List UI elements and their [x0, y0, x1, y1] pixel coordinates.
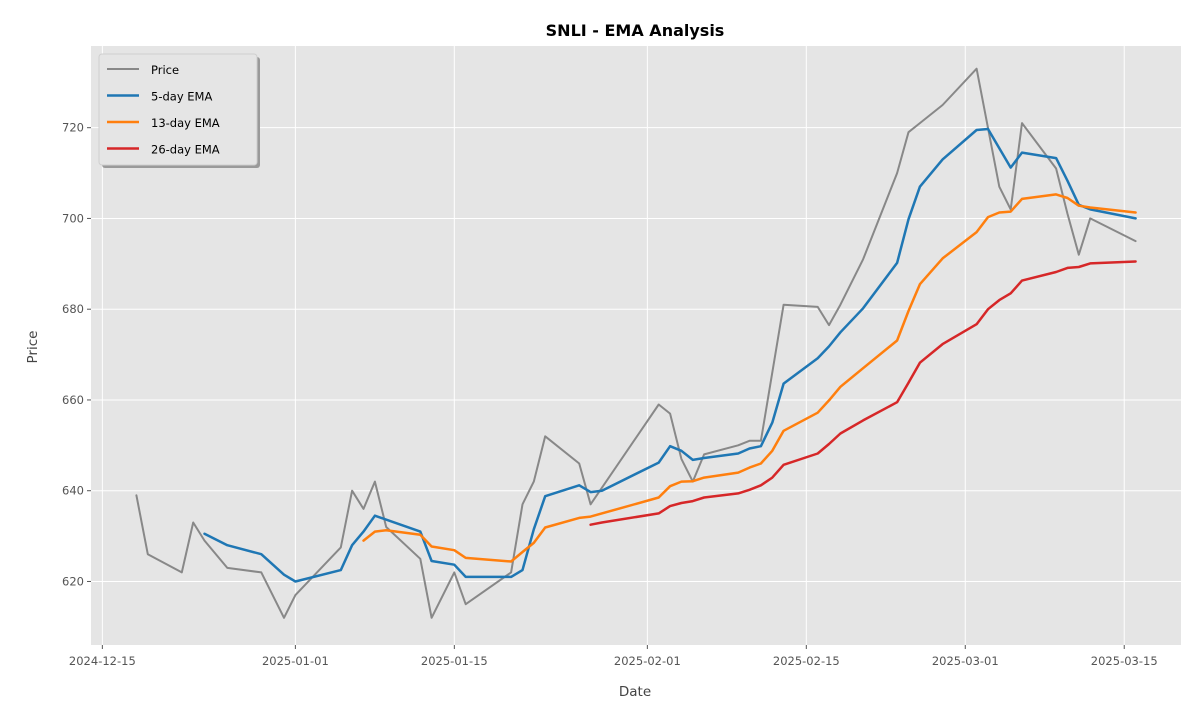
y-tick-label: 680	[62, 302, 84, 316]
grid-lines	[91, 46, 1181, 645]
series-line-26-day-ema	[589, 260, 1137, 526]
x-tick-label: 2025-02-01	[614, 654, 681, 668]
y-tick-label: 640	[62, 484, 84, 498]
legend-box	[98, 53, 258, 166]
series-lines	[135, 67, 1137, 619]
legend-label: 5-day EMA	[151, 90, 212, 104]
legend-label: Price	[151, 63, 179, 77]
legend-label: 26-day EMA	[151, 143, 220, 157]
series-line-price	[135, 67, 1137, 619]
x-axis-ticks: 2024-12-15 2025-01-01 2025-01-15 2025-02-01…	[69, 645, 1158, 668]
legend: Price 5-day EMA 13-day EMA 26-day EMA	[98, 53, 260, 168]
x-tick-label: 2025-01-15	[421, 654, 488, 668]
x-tick-label: 2025-01-01	[262, 654, 329, 668]
chart-title: SNLI - EMA Analysis	[546, 21, 725, 40]
x-axis-label: Date	[619, 684, 651, 700]
y-tick-label: 660	[62, 393, 84, 407]
y-axis-ticks: 620 640 660 680 700 720	[62, 121, 91, 588]
y-tick-label: 720	[62, 121, 84, 135]
y-tick-label: 620	[62, 574, 84, 588]
x-tick-label: 2025-03-01	[932, 654, 999, 668]
x-tick-label: 2025-03-15	[1091, 654, 1158, 668]
series-line-13-day-ema	[362, 193, 1137, 563]
y-axis-label: Price	[25, 331, 41, 364]
y-tick-label: 700	[62, 211, 84, 225]
legend-label: 13-day EMA	[151, 116, 220, 130]
x-tick-label: 2025-02-15	[773, 654, 840, 668]
x-tick-label: 2024-12-15	[69, 654, 136, 668]
series-line-5-day-ema	[203, 127, 1137, 583]
